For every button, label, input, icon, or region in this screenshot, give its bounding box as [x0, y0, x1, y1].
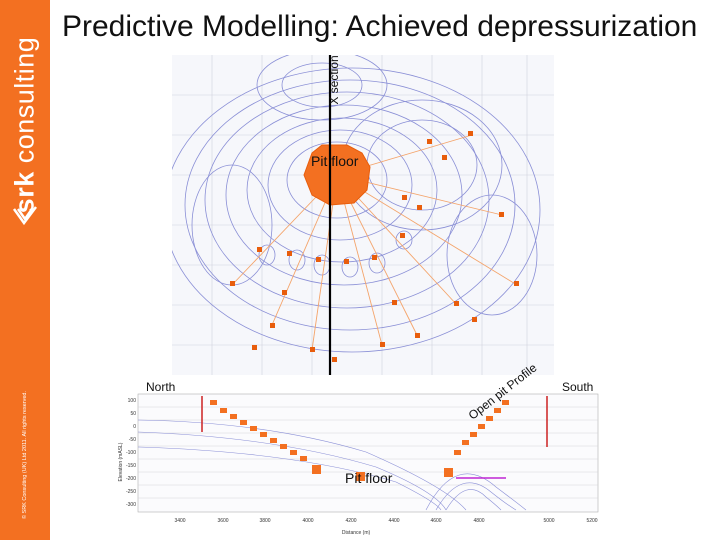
y-tick: -300 [126, 502, 136, 508]
y-tick: 100 [128, 398, 137, 404]
x-tick: 4800 [473, 518, 484, 524]
pit-outline [303, 144, 371, 206]
south-label: South [562, 380, 594, 394]
copyright-notice: © SRK Consulting (UK) Ltd 2011. All righ… [22, 390, 28, 520]
map-pit-floor-label: Pit floor [311, 153, 359, 169]
map-contours [172, 55, 541, 353]
xsection-label: X section [327, 55, 341, 105]
x-tick: 4400 [388, 518, 399, 524]
y-tick: -200 [126, 476, 136, 482]
x-axis-ticks: 3400 3600 3800 4000 4200 4400 4600 4800 … [174, 518, 597, 524]
section-pit-floor-label: Pit floor [345, 470, 393, 486]
x-tick: 4600 [430, 518, 441, 524]
cross-section-chart: Elevation (mASL) 100 50 0 -50 -100 -150 … [116, 392, 602, 538]
x-tick: 5000 [543, 518, 554, 524]
map-well-markers [230, 131, 519, 362]
brand-logo-text: srk consulting [9, 36, 40, 214]
y-tick: -100 [126, 450, 136, 456]
y-tick: -250 [126, 489, 136, 495]
x-tick: 4000 [302, 518, 313, 524]
x-tick: 4200 [345, 518, 356, 524]
y-axis-ticks: 100 50 0 -50 -100 -150 -200 -250 -300 [126, 398, 136, 508]
plan-contour-map [172, 55, 554, 375]
section-grid [138, 406, 598, 499]
x-tick: 5200 [586, 518, 597, 524]
y-axis-label: Elevation (mASL) [118, 442, 124, 481]
y-tick: 50 [130, 411, 136, 417]
y-tick: -150 [126, 463, 136, 469]
x-tick: 3400 [174, 518, 185, 524]
section-pit-markers [210, 400, 509, 481]
page-title: Predictive Modelling: Achieved depressur… [62, 10, 698, 43]
north-label: North [146, 380, 176, 394]
brand-sidebar: srk consulting © SRK Consulting (UK) Ltd… [0, 0, 50, 540]
y-tick: 0 [133, 424, 136, 430]
section-contours [137, 419, 527, 511]
x-axis-label: Distance (m) [342, 530, 371, 536]
x-tick: 3800 [259, 518, 270, 524]
x-tick: 3600 [217, 518, 228, 524]
y-tick: -50 [129, 437, 136, 443]
srk-logo-icon [12, 206, 37, 226]
